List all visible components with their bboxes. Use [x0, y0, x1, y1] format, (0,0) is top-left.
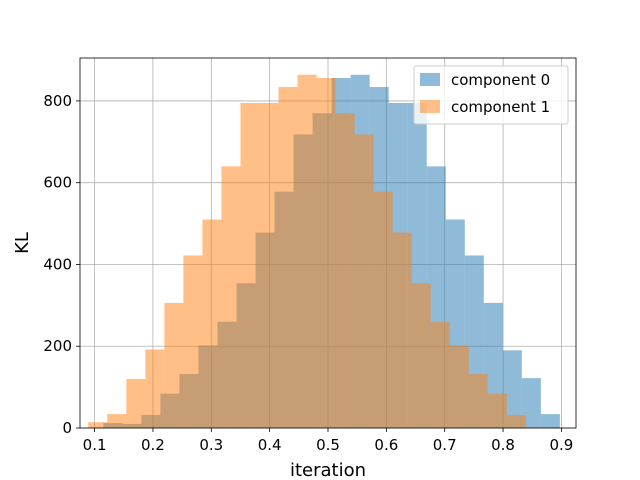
histogram-bar-component-1	[430, 321, 450, 428]
histogram-bar-component-1	[183, 255, 203, 428]
legend: component 0 component 1	[413, 65, 569, 125]
x-tick-label: 0.7	[433, 436, 457, 454]
histogram-bar-component-1	[487, 393, 507, 428]
x-tick-label: 0.5	[316, 436, 340, 454]
histogram-bar-component-1	[297, 74, 317, 429]
histogram-bar-component-1	[392, 232, 412, 428]
y-axis-label: KL	[12, 232, 33, 254]
x-tick-label: 0.3	[199, 436, 223, 454]
x-axis-label: iteration	[290, 460, 366, 480]
x-tick-label: 0.4	[258, 436, 282, 454]
histogram-bar-component-1	[373, 191, 393, 428]
histogram-bar-component-1	[506, 414, 526, 428]
histogram-bar-component-1	[411, 283, 431, 428]
x-tick-label: 0.8	[491, 436, 515, 454]
legend-box	[413, 65, 569, 125]
y-tick-label: 800	[43, 92, 72, 110]
y-tick-label: 200	[43, 337, 72, 355]
histogram-bar-component-0	[502, 350, 522, 428]
y-tick-label: 0	[62, 419, 72, 437]
bars	[88, 74, 560, 429]
legend-swatch-component-0	[420, 73, 440, 86]
histogram-bar-component-1	[354, 134, 374, 428]
x-tick-label: 0.2	[141, 436, 165, 454]
y-tick-label: 400	[43, 255, 72, 273]
histogram-bar-component-1	[449, 345, 469, 428]
y-tick-label: 600	[43, 174, 72, 192]
legend-label-component-0: component 0	[451, 71, 550, 89]
legend-swatch-component-1	[420, 100, 440, 113]
histogram-bar-component-0	[540, 414, 560, 428]
histogram-bar-component-1	[221, 166, 241, 429]
histogram-bar-component-1	[202, 219, 222, 428]
histogram-bar-component-1	[335, 113, 355, 429]
legend-label-component-1: component 1	[451, 98, 550, 116]
x-tick-label: 0.6	[374, 436, 398, 454]
histogram-bar-component-1	[145, 349, 165, 428]
histogram-bar-component-1	[164, 302, 184, 428]
histogram-bar-component-1	[107, 414, 127, 428]
histogram-bar-component-1	[88, 422, 108, 428]
histogram-bar-component-1	[278, 87, 298, 429]
x-tick-label: 0.1	[83, 436, 107, 454]
histogram-bar-component-0	[521, 378, 541, 428]
histogram-bar-component-1	[240, 102, 260, 428]
histogram-bar-component-1	[468, 374, 488, 428]
x-tick-label: 0.9	[549, 436, 573, 454]
ticks: 0.1 0.2 0.3 0.4 0.5 0.6 0.7 0.8 0.9 0 200 400 600 800	[43, 92, 573, 454]
histogram-bar-component-1	[316, 78, 336, 429]
histogram-bar-component-1	[259, 102, 279, 428]
histogram-bar-component-1	[126, 378, 146, 428]
